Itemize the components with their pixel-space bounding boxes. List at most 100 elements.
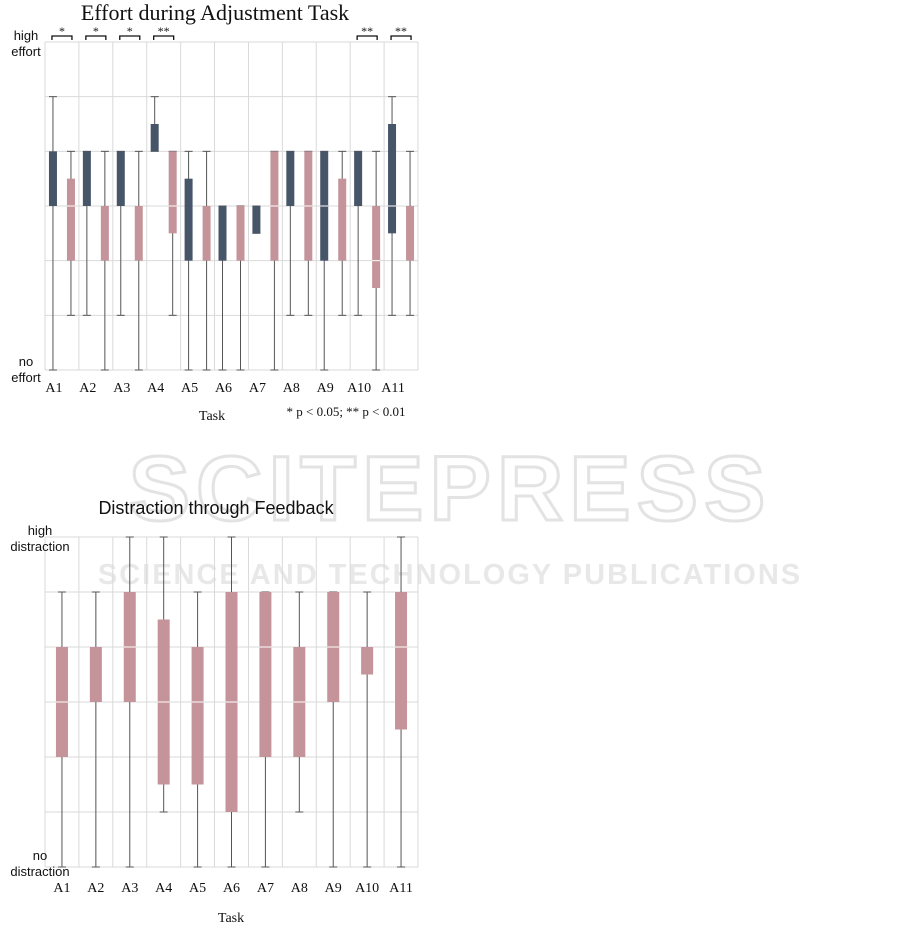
series-1 — [55, 536, 408, 868]
box-iqr — [168, 151, 177, 234]
box-A6 — [236, 205, 245, 371]
x-tick-label: A3 — [113, 381, 130, 396]
box-iqr — [361, 647, 374, 675]
watermark: SCITEPRESS SCIENCE AND TECHNOLOGY PUBLIC… — [98, 437, 802, 592]
x-tick-label: A2 — [79, 381, 96, 396]
box-A2 — [89, 591, 102, 868]
x-axis-label: Task — [199, 409, 225, 424]
box-iqr — [406, 206, 415, 261]
box-A8 — [304, 150, 313, 316]
x-tick-label: A9 — [317, 381, 334, 396]
x-axis-label: Task — [218, 911, 244, 926]
box-A2 — [82, 150, 91, 316]
box-iqr — [252, 206, 261, 234]
significance-bracket: ** — [390, 24, 412, 40]
box-iqr — [202, 206, 211, 261]
significance-bracket: * — [119, 24, 141, 40]
box-A1 — [55, 591, 68, 868]
y-label-word: distraction — [10, 539, 69, 554]
box-A6 — [218, 205, 227, 371]
x-tick-label: A7 — [257, 881, 274, 896]
significance-note: * p < 0.05; ** p < 0.01 — [286, 404, 405, 419]
box-A7 — [252, 205, 261, 234]
box-iqr — [218, 206, 227, 261]
significance-marker: * — [93, 24, 99, 38]
x-tick-label: A10 — [355, 881, 379, 896]
bracket-line — [119, 35, 141, 40]
box-A4 — [157, 536, 170, 813]
box-A10 — [361, 591, 374, 868]
watermark-subtitle: SCIENCE AND TECHNOLOGY PUBLICATIONS — [98, 559, 802, 591]
box-iqr — [395, 592, 408, 730]
y-label-word: no — [33, 848, 47, 863]
y-label-word: effort — [11, 44, 41, 59]
box-iqr — [259, 592, 272, 757]
box-A7 — [259, 591, 272, 868]
y-label-top: high effort — [11, 28, 41, 59]
box-iqr — [191, 647, 204, 785]
box-A5 — [191, 591, 204, 868]
box-iqr — [48, 151, 57, 206]
box-A5 — [202, 150, 211, 371]
x-tick-label: A6 — [215, 381, 232, 396]
significance-marker: * — [127, 24, 133, 38]
box-iqr — [184, 178, 193, 261]
box-iqr — [66, 178, 75, 261]
y-label-word: distraction — [10, 864, 69, 879]
box-iqr — [116, 151, 125, 206]
box-A10 — [372, 150, 381, 371]
y-label-top: high distraction — [10, 523, 69, 554]
x-tick-label: A7 — [249, 381, 266, 396]
x-tick-label: A3 — [121, 881, 138, 896]
x-tick-label: A8 — [291, 881, 308, 896]
x-tick-label: A11 — [381, 381, 405, 396]
y-label-bottom: no distraction — [10, 848, 69, 879]
x-tick-label: A5 — [181, 381, 198, 396]
box-iqr — [100, 206, 109, 261]
significance-marker: ** — [361, 24, 373, 38]
chart-title: Effort during Adjustment Task — [81, 0, 349, 25]
x-tick-label: A1 — [45, 381, 62, 396]
box-A5 — [184, 150, 193, 371]
y-label-bottom: no effort — [11, 354, 41, 385]
bracket-line — [85, 35, 107, 40]
x-tick-label: A6 — [223, 881, 240, 896]
chart-title: Distraction through Feedback — [98, 498, 334, 518]
x-tick-label: A9 — [325, 881, 342, 896]
box-A3 — [134, 150, 143, 371]
box-A10 — [354, 150, 363, 316]
watermark-title: SCITEPRESS — [129, 438, 772, 540]
box-A11 — [395, 536, 408, 868]
y-label-word: effort — [11, 370, 41, 385]
box-A11 — [406, 150, 415, 316]
box-A2 — [100, 150, 109, 371]
box-A6 — [225, 536, 238, 868]
x-tick-label: A2 — [87, 881, 104, 896]
series-2 — [66, 150, 415, 371]
series-1 — [48, 96, 397, 371]
box-A4 — [150, 96, 159, 152]
box-iqr — [372, 206, 381, 288]
x-tick-label: A10 — [347, 381, 371, 396]
box-iqr — [82, 151, 91, 206]
box-A11 — [388, 96, 397, 316]
box-A3 — [116, 150, 125, 316]
x-tick-label: A4 — [155, 881, 172, 896]
bracket-line — [153, 35, 175, 40]
box-A9 — [338, 150, 347, 316]
bracket-line — [356, 35, 378, 40]
x-tick-label: A5 — [189, 881, 206, 896]
y-label-word: high — [14, 28, 39, 43]
bracket-line — [51, 35, 73, 40]
box-iqr — [236, 206, 245, 261]
significance-marker: ** — [158, 24, 170, 38]
significance-bracket: * — [51, 24, 73, 40]
y-label-word: high — [28, 523, 53, 538]
bracket-line — [390, 35, 412, 40]
y-label-word: no — [19, 354, 33, 369]
box-A9 — [320, 150, 329, 371]
box-iqr — [388, 124, 397, 234]
